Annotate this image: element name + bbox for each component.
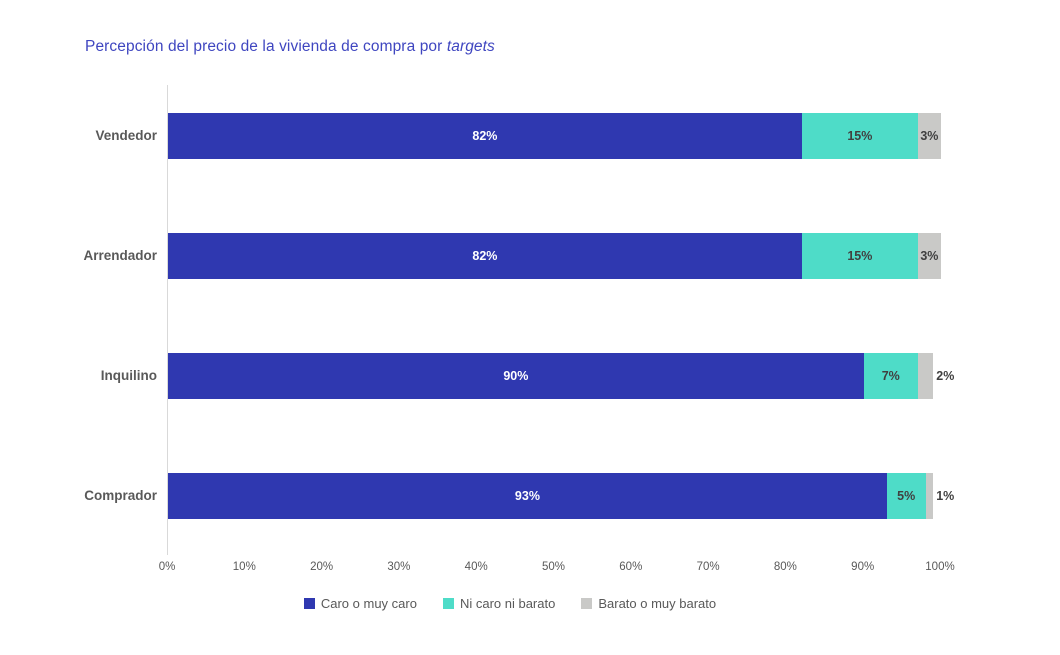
bar-row-inquilino: 90% 7% 2% <box>168 353 954 399</box>
value-label: 15% <box>847 249 873 263</box>
bar-row-comprador: 93% 5% 1% <box>168 473 954 519</box>
x-axis-tick-label: 40% <box>464 561 488 573</box>
value-label: 7% <box>881 369 900 383</box>
x-axis-tick-label: 10% <box>232 561 256 573</box>
bar-segment: 93% <box>168 473 887 519</box>
chart-title-main: Percepción del precio de la vivienda de … <box>85 38 447 55</box>
bar-segment: 90% <box>168 353 864 399</box>
value-label: 82% <box>472 249 498 263</box>
value-label: 93% <box>514 489 540 503</box>
bar-row-arrendador: 82% 15% 3% <box>168 233 941 279</box>
legend-label: Caro o muy caro <box>320 596 417 611</box>
x-axis-tick-label: 30% <box>387 561 411 573</box>
legend-label: Ni caro ni barato <box>459 596 556 611</box>
x-axis-tick-label: 80% <box>773 561 797 573</box>
bar-segment: 2% <box>917 353 954 399</box>
category-label-vendedor: Vendedor <box>95 128 157 143</box>
legend-item: Caro o muy caro <box>303 596 417 611</box>
bar-segment: 3% <box>917 233 941 279</box>
legend-item: Ni caro ni barato <box>442 596 556 611</box>
legend-label: Barato o muy barato <box>598 596 717 611</box>
bar-segment: 3% <box>917 113 941 159</box>
bar-segment: 1% <box>925 473 954 519</box>
legend-swatch <box>581 598 593 609</box>
value-label: 1% <box>936 489 955 503</box>
value-label: 82% <box>472 129 498 143</box>
x-axis-tick-label: 100% <box>925 561 955 573</box>
value-label: 3% <box>920 249 939 263</box>
bar-segment: 7% <box>863 353 918 399</box>
x-axis-tick-label: 60% <box>619 561 643 573</box>
value-label: 90% <box>503 369 529 383</box>
chart-title-italic: targets <box>446 38 495 55</box>
legend: Caro o muy caro Ni caro ni barato Barato o… <box>0 596 1020 611</box>
category-label-inquilino: Inquilino <box>100 368 157 383</box>
category-label-arrendador: Arrendador <box>83 248 157 263</box>
value-label: 3% <box>920 129 939 143</box>
value-label: 2% <box>936 369 955 383</box>
bar-segment: 15% <box>801 113 918 159</box>
x-axis-tick-label: 90% <box>851 561 875 573</box>
legend-item: Barato o muy barato <box>581 596 716 611</box>
chart-title: Percepción del precio de la vivienda de … <box>85 38 495 56</box>
x-axis-tick-label: 70% <box>696 561 720 573</box>
value-label: 15% <box>847 129 873 143</box>
x-axis-tick-label: 20% <box>310 561 334 573</box>
value-label: 5% <box>897 489 916 503</box>
bar-segment: 82% <box>168 233 802 279</box>
bar-row-vendedor: 82% 15% 3% <box>168 113 941 159</box>
x-axis-tick-label: 50% <box>541 561 566 573</box>
bar-segment: 82% <box>168 113 802 159</box>
legend-swatch <box>303 598 315 609</box>
bar-segment: 15% <box>801 233 918 279</box>
legend-swatch <box>442 598 454 609</box>
category-label-comprador: Comprador <box>84 488 157 503</box>
bar-segment: 5% <box>886 473 926 519</box>
x-axis-tick-label: 0% <box>158 561 176 573</box>
plot-area: 82% 15% 3% 82% 15% 3% 90% 7% 2% 93% 5% 1% <box>167 85 954 555</box>
